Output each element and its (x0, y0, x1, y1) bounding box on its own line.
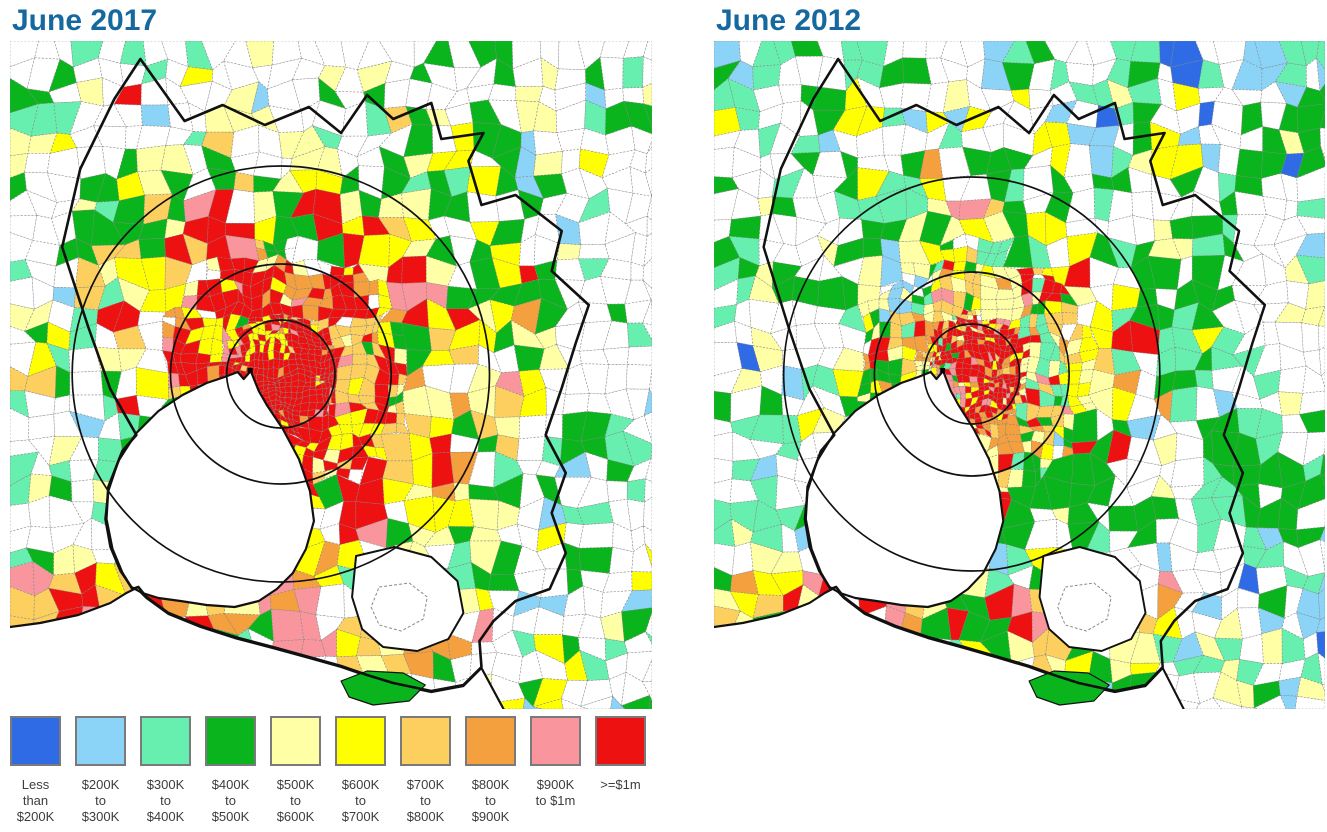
distance-ring-1 (873, 271, 1070, 477)
distance-ring-1 (169, 263, 393, 485)
metro-boundary (762, 57, 1267, 693)
map-title-2017: June 2017 (12, 4, 158, 37)
map-title-2012: June 2012 (716, 4, 862, 37)
legend-swatch (595, 716, 646, 766)
legend-item-6: $700K to $800K (400, 716, 451, 825)
legend-swatch (530, 716, 581, 766)
french-island (370, 582, 428, 632)
distance-ring-0 (225, 319, 336, 429)
legend-swatch (205, 716, 256, 766)
legend-label: $900K to $1m (535, 777, 576, 808)
legend-swatch (270, 716, 321, 766)
legend-label: Less than $200K (16, 777, 55, 824)
map-panel-2012: June 2012 (714, 4, 1325, 709)
legend-label: $700K to $800K (406, 777, 445, 824)
cbd-marker (247, 368, 253, 373)
cbd-marker (940, 368, 946, 373)
legend-swatch (335, 716, 386, 766)
legend-swatch (75, 716, 126, 766)
distance-ring-2 (782, 176, 1161, 572)
legend-label: $300K to $400K (146, 777, 185, 824)
legend-label: $400K to $500K (211, 777, 250, 824)
legend-swatch (140, 716, 191, 766)
legend-label: $600K to $700K (341, 777, 380, 824)
legend-label: $200K to $300K (81, 777, 120, 824)
port-phillip-bay (803, 369, 1005, 609)
legend-swatch (465, 716, 516, 766)
legend-label: >=$1m (600, 777, 641, 792)
legend-item-9: >=$1m (595, 716, 646, 793)
legend-item-7: $800K to $900K (465, 716, 516, 825)
legend: Less than $200K $200K to $300K $300K to $400K $40… (10, 716, 660, 825)
distance-ring-0 (923, 323, 1021, 425)
legend-item-0: Less than $200K (10, 716, 61, 825)
legend-item-1: $200K to $300K (75, 716, 126, 825)
choropleth-map-2012 (714, 41, 1325, 709)
port-phillip-bay (104, 369, 316, 609)
choropleth-map-2017 (10, 41, 652, 709)
legend-label: $800K to $900K (471, 777, 510, 824)
legend-label: $500K to $600K (276, 777, 315, 824)
phillip-island (340, 670, 426, 706)
map-panel-2017: June 2017 (10, 4, 652, 709)
legend-item-2: $300K to $400K (140, 716, 191, 825)
legend-swatch (400, 716, 451, 766)
distance-ring-2 (71, 165, 491, 583)
metro-boundary (60, 57, 591, 693)
legend-swatch (10, 716, 61, 766)
phillip-island (1028, 670, 1110, 706)
legend-item-4: $500K to $600K (270, 716, 321, 825)
french-island (1057, 582, 1112, 632)
legend-item-8: $900K to $1m (530, 716, 581, 809)
legend-item-3: $400K to $500K (205, 716, 256, 825)
legend-item-5: $600K to $700K (335, 716, 386, 825)
